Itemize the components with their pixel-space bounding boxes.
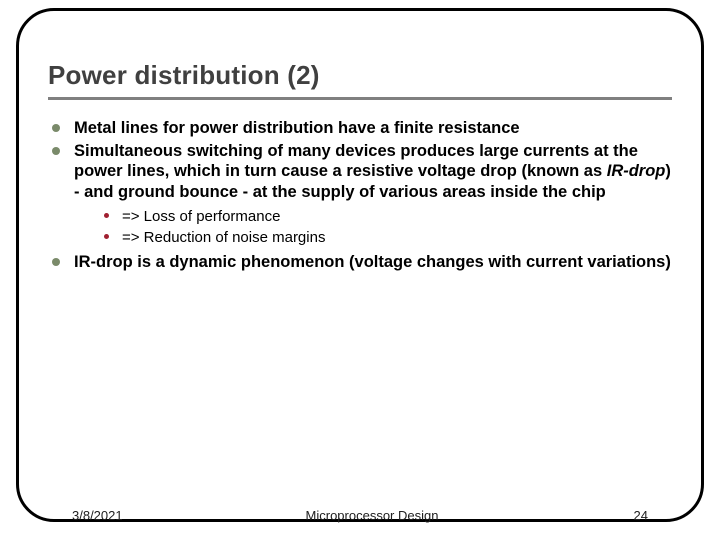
slide: Power distribution (2) Metal lines for p…: [0, 0, 720, 540]
bullet-2-text-pre: Simultaneous switching of many devices p…: [74, 142, 638, 181]
bullet-1-text: Metal lines for power distribution have …: [74, 119, 520, 137]
bullet-1: Metal lines for power distribution have …: [48, 118, 672, 139]
bullet-3-text: IR-drop is a dynamic phenomenon (voltage…: [74, 253, 671, 271]
slide-title: Power distribution (2): [48, 60, 672, 95]
sub-bullet-1: => Loss of performance: [102, 207, 672, 227]
bullet-3: IR-drop is a dynamic phenomenon (voltage…: [48, 252, 672, 273]
bullet-list: Metal lines for power distribution have …: [48, 118, 672, 272]
footer-title: Microprocessor Design: [72, 508, 672, 523]
sub-bullet-1-text: => Loss of performance: [122, 208, 280, 225]
sub-bullet-list: => Loss of performance => Reduction of n…: [74, 207, 672, 248]
sub-bullet-2: => Reduction of noise margins: [102, 228, 672, 248]
sub-bullet-2-text: => Reduction of noise margins: [122, 229, 325, 246]
footer-page: 24: [634, 508, 648, 523]
title-underline: [48, 97, 672, 100]
bullet-2: Simultaneous switching of many devices p…: [48, 141, 672, 248]
bullet-2-italic: IR-drop: [607, 162, 666, 180]
slide-content: Power distribution (2) Metal lines for p…: [48, 60, 672, 274]
